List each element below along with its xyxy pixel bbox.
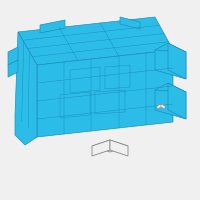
Polygon shape <box>18 17 173 65</box>
Polygon shape <box>37 50 173 137</box>
Polygon shape <box>120 17 140 29</box>
Polygon shape <box>110 140 128 156</box>
Polygon shape <box>155 43 186 59</box>
Polygon shape <box>92 140 110 156</box>
Polygon shape <box>155 90 186 119</box>
Polygon shape <box>168 83 186 119</box>
Polygon shape <box>155 83 186 99</box>
Polygon shape <box>8 47 18 65</box>
Polygon shape <box>161 104 165 109</box>
Polygon shape <box>155 50 186 79</box>
Polygon shape <box>8 60 18 77</box>
Polygon shape <box>92 140 128 152</box>
Polygon shape <box>40 20 65 33</box>
Polygon shape <box>168 43 186 79</box>
Polygon shape <box>157 104 165 108</box>
Polygon shape <box>15 32 37 145</box>
Polygon shape <box>157 104 161 109</box>
